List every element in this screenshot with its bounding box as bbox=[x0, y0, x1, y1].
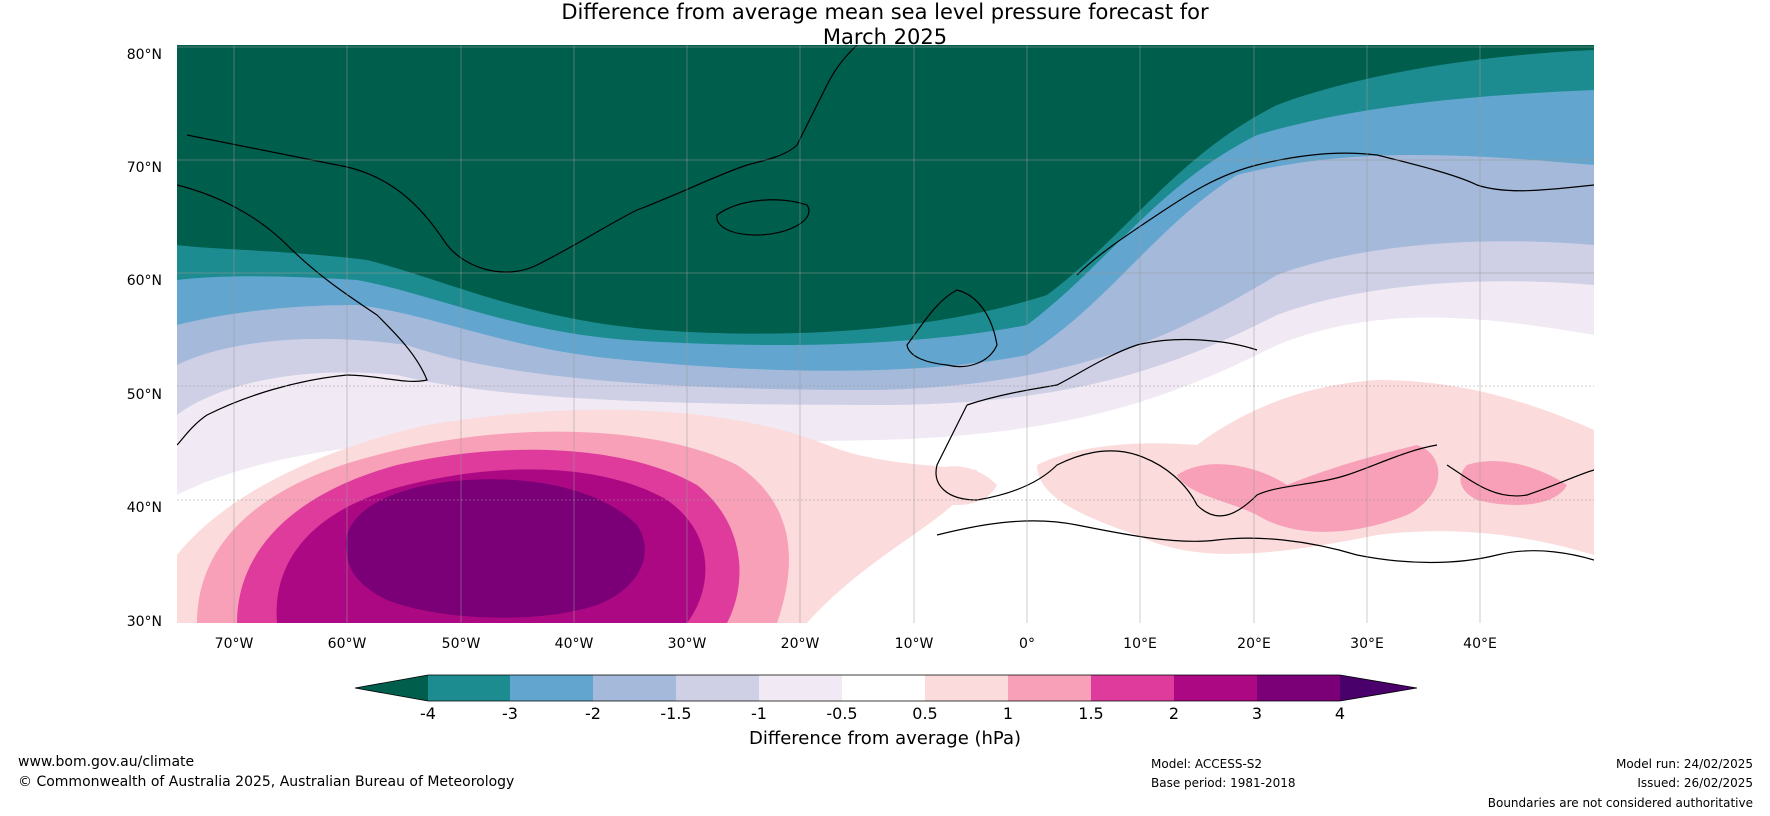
contour-pos-1-balkans bbox=[1177, 445, 1439, 532]
colorbar-tick-2: 2 bbox=[1168, 704, 1180, 723]
contour-pos-3 bbox=[345, 479, 645, 618]
lat-label-60n: 60°N bbox=[126, 273, 162, 289]
lon-label-30w: 30°W bbox=[667, 636, 707, 652]
lon-label-10w: 10°W bbox=[894, 636, 934, 652]
contour-pos-0.5-europe bbox=[1037, 380, 1594, 555]
colorbar-tick-neg0.5: -0.5 bbox=[826, 704, 858, 723]
lat-label-30n: 30°N bbox=[126, 614, 162, 630]
contour-neg-4 bbox=[177, 45, 1594, 334]
colorbar-tick-neg3: -3 bbox=[502, 704, 518, 723]
lat-label-80n: 80°N bbox=[126, 47, 162, 63]
map-title: Difference from average mean sea level p… bbox=[0, 0, 1770, 50]
lon-label-10e: 10°E bbox=[1123, 636, 1157, 652]
contour-pos-0.5-iberia bbox=[927, 466, 997, 505]
colorbar-bin-9 bbox=[1091, 675, 1174, 701]
lon-label-20w: 20°W bbox=[780, 636, 820, 652]
colorbar-bin-6 bbox=[842, 675, 925, 701]
lat-label-50n: 50°N bbox=[126, 387, 162, 403]
colorbar-bin-11 bbox=[1257, 675, 1340, 701]
colorbar bbox=[355, 674, 1417, 702]
greenland-coast bbox=[186, 45, 858, 273]
lon-label-70w: 70°W bbox=[214, 636, 254, 652]
lat-label-40n: 40°N bbox=[126, 500, 162, 516]
contour-pos-1-caspian bbox=[1460, 461, 1567, 505]
colorbar-bin-8 bbox=[1008, 675, 1091, 701]
lon-label-0: 0° bbox=[1019, 636, 1035, 652]
footer-copyright: © Commonwealth of Australia 2025, Austra… bbox=[18, 774, 515, 790]
footer-model-run: Model run: 24/02/2025 bbox=[1615, 757, 1753, 771]
iceland-coast bbox=[716, 199, 810, 236]
colorbar-tick-1: 1 bbox=[1002, 704, 1014, 723]
footer-model: Model: ACCESS-S2 bbox=[1151, 757, 1263, 771]
lon-label-60w: 60°W bbox=[327, 636, 367, 652]
colorbar-extend-low bbox=[355, 675, 428, 701]
lon-label-20e: 20°E bbox=[1237, 636, 1271, 652]
colorbar-bin-2 bbox=[510, 675, 593, 701]
footer-disclaimer: Boundaries are not considered authoritat… bbox=[1487, 796, 1753, 810]
colorbar-bin-3 bbox=[593, 675, 676, 701]
graticule bbox=[177, 45, 1594, 623]
colorbar-bin-10 bbox=[1174, 675, 1257, 701]
colorbar-bin-5 bbox=[759, 675, 842, 701]
labrador-coast bbox=[177, 184, 428, 446]
colorbar-tick-neg1.5: -1.5 bbox=[660, 704, 692, 723]
map-svg bbox=[177, 45, 1594, 623]
colorbar-extend-high bbox=[1340, 675, 1417, 701]
north-africa-coast bbox=[936, 520, 1594, 564]
colorbar-tick-3: 3 bbox=[1251, 704, 1263, 723]
colorbar-bin-1 bbox=[428, 675, 510, 701]
colorbar-tick-0.5: 0.5 bbox=[912, 704, 938, 723]
coastlines bbox=[177, 45, 1594, 564]
title-line-1: Difference from average mean sea level p… bbox=[561, 0, 1209, 24]
lon-label-50w: 50°W bbox=[441, 636, 481, 652]
colorbar-outline bbox=[355, 674, 1417, 702]
footer-base-period: Base period: 1981-2018 bbox=[1151, 776, 1296, 790]
colorbar-tick-4: 4 bbox=[1334, 704, 1346, 723]
colorbar-label: Difference from average (hPa) bbox=[748, 728, 1022, 749]
colorbar-tick-1.5: 1.5 bbox=[1078, 704, 1104, 723]
colorbar-tick-neg1: -1 bbox=[751, 704, 767, 723]
colorbar-bin-4 bbox=[676, 675, 759, 701]
footer-website: www.bom.gov.au/climate bbox=[18, 754, 195, 770]
colorbar-tick-neg2: -2 bbox=[585, 704, 601, 723]
lon-label-30e: 30°E bbox=[1350, 636, 1384, 652]
lat-label-70n: 70°N bbox=[126, 160, 162, 176]
british-isles-coast bbox=[906, 289, 998, 368]
footer-issued: Issued: 26/02/2025 bbox=[1637, 776, 1753, 790]
europe-coast bbox=[935, 338, 1594, 517]
lon-label-40e: 40°E bbox=[1463, 636, 1497, 652]
colorbar-tick-neg4: -4 bbox=[420, 704, 436, 723]
pressure-anomaly-map bbox=[177, 45, 1594, 623]
lon-label-40w: 40°W bbox=[554, 636, 594, 652]
scandinavia-coast bbox=[1076, 152, 1594, 276]
colorbar-bin-7 bbox=[925, 675, 1008, 701]
